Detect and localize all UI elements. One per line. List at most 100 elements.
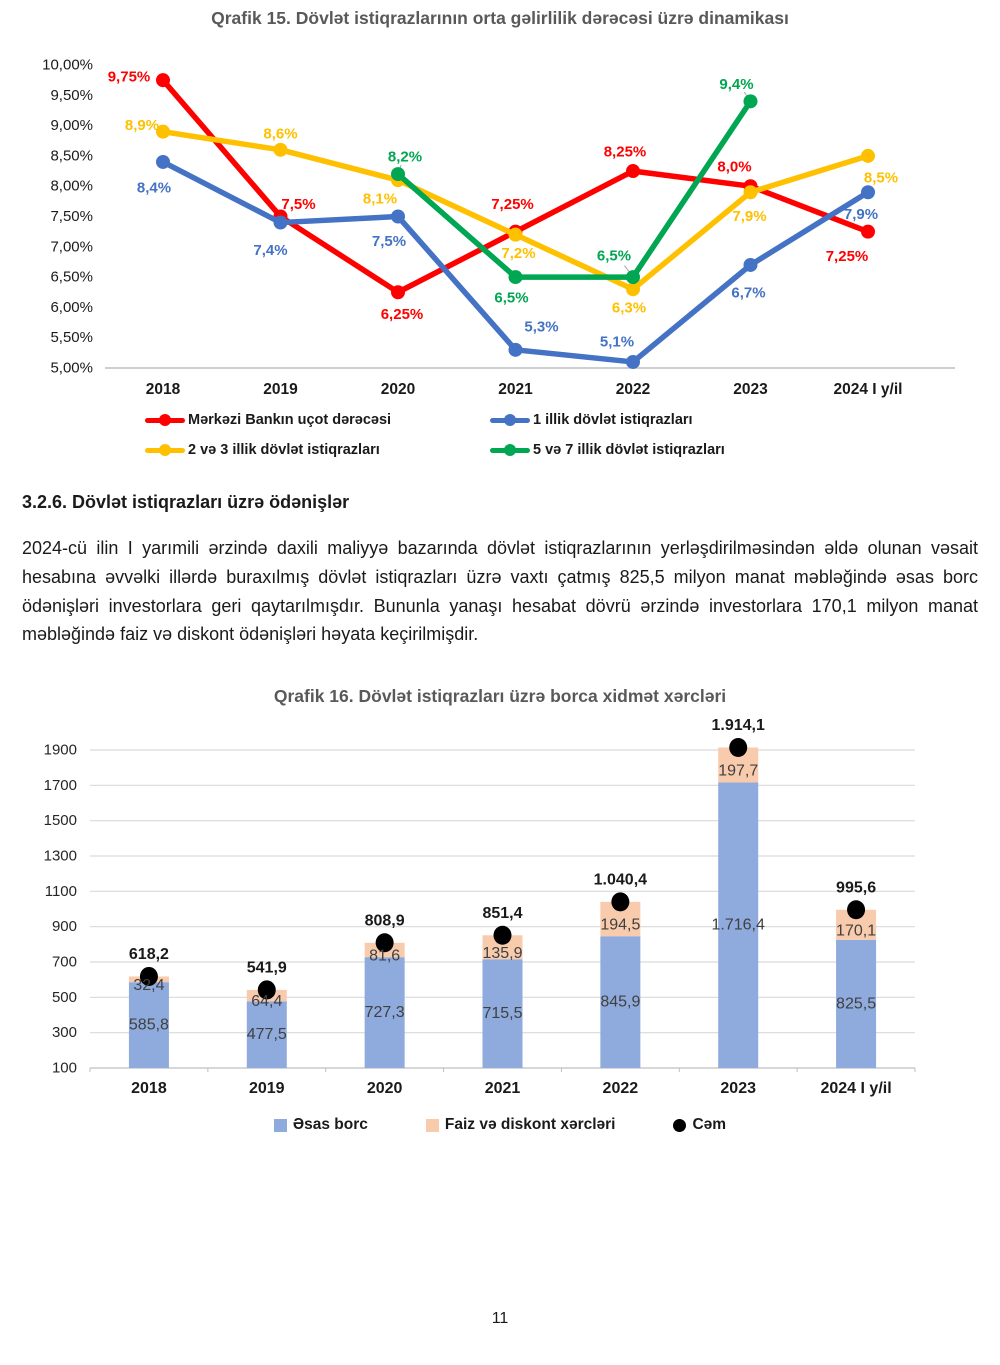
svg-text:2019: 2019	[249, 1080, 285, 1097]
legend-item-1-year-bonds: 1 illik dövlət istiqrazları	[490, 412, 693, 428]
svg-text:1500: 1500	[44, 812, 77, 829]
segment-principal	[836, 939, 877, 1068]
svg-text:8,00%: 8,00%	[50, 178, 93, 195]
line-chart-legend: Mərkəzi Bankın uçot dərəcəsi 1 illik döv…	[0, 412, 1000, 472]
svg-text:2022: 2022	[603, 1080, 639, 1097]
svg-text:7,00%: 7,00%	[50, 238, 93, 255]
chart15-title: Qrafik 15. Dövlət istiqrazlarının orta g…	[211, 8, 789, 28]
principal-label: 477,5	[247, 1026, 287, 1043]
y-axis-labels: 1900 1700 1500 1300 1100 900 700 500 300 100	[44, 742, 77, 1077]
svg-text:2023: 2023	[720, 1080, 756, 1097]
data-label: 8,5%	[864, 169, 898, 186]
svg-text:2021: 2021	[498, 381, 533, 398]
data-label: 5,1%	[600, 333, 634, 350]
segment-principal	[246, 1001, 287, 1068]
x-axis-labels: 2018 2019 2020 2021 2022 2023 2024 I y/il	[131, 1080, 892, 1097]
segment-principal	[718, 782, 759, 1068]
legend-square-marker	[273, 1118, 287, 1132]
data-label: 6,3%	[612, 300, 646, 317]
data-label: 7,4%	[253, 242, 287, 259]
svg-text:7,50%: 7,50%	[50, 208, 93, 225]
legend-item-2-3-year-bonds: 2 və 3 illik dövlət istiqrazları	[145, 442, 380, 458]
legend-line-dot-marker	[490, 414, 530, 426]
svg-text:5,00%: 5,00%	[50, 360, 93, 377]
segment-principal	[364, 957, 405, 1068]
svg-text:2023: 2023	[733, 381, 768, 398]
data-label: 7,25%	[826, 248, 869, 265]
svg-text:10,00%: 10,00%	[42, 57, 93, 74]
data-point	[391, 167, 405, 182]
data-label: 6,7%	[731, 284, 765, 301]
legend-label: Faiz və diskont xərcləri	[444, 1116, 616, 1133]
series-line	[395, 98, 754, 280]
svg-text:500: 500	[52, 989, 77, 1006]
total-dot	[847, 900, 866, 920]
section-heading: 3.2.6. Dövlət istiqrazları üzrə ödənişlə…	[22, 492, 350, 512]
data-point	[391, 209, 405, 224]
total-dot	[139, 966, 158, 986]
data-point	[626, 354, 640, 369]
interest-label: 170,1	[836, 922, 876, 939]
svg-text:1900: 1900	[44, 742, 77, 759]
data-label: 5,3%	[524, 318, 558, 335]
data-point	[508, 227, 523, 242]
principal-label: 1.716,4	[712, 917, 765, 934]
svg-text:6,50%: 6,50%	[50, 269, 93, 286]
legend-item-5-7-year-bonds: 5 və 7 illik dövlət istiqrazları	[490, 442, 725, 458]
chart16-title: Qrafik 16. Dövlət istiqrazları üzrə borc…	[273, 686, 727, 706]
svg-text:8,50%: 8,50%	[50, 147, 93, 164]
legend-line-dot-marker	[145, 414, 185, 426]
data-label: 8,4%	[137, 179, 171, 196]
svg-text:700: 700	[52, 954, 77, 971]
data-label: 8,25%	[604, 144, 647, 161]
svg-text:2024 I y/il: 2024 I y/il	[834, 381, 903, 398]
total-label: 1.040,4	[594, 871, 647, 888]
legend-line-dot-marker	[490, 444, 530, 456]
legend-label: Əsas borc	[292, 1116, 368, 1133]
interest-label: 81,6	[369, 947, 400, 964]
data-label: 7,9%	[844, 206, 878, 223]
data-label: 6,5%	[494, 290, 528, 307]
data-point	[508, 270, 523, 285]
segment-principal	[482, 959, 523, 1068]
svg-text:2021: 2021	[485, 1080, 521, 1097]
total-dot	[493, 925, 512, 945]
legend-label: Cəm	[692, 1116, 727, 1133]
svg-text:1100: 1100	[45, 883, 77, 900]
page-number: 11	[491, 1310, 509, 1327]
data-point	[743, 257, 758, 272]
data-point	[626, 282, 640, 297]
data-point	[273, 142, 288, 157]
segment-principal	[128, 982, 169, 1068]
bar-2020: 727,3 81,6 808,9	[365, 912, 405, 1068]
data-label: 6,5%	[597, 248, 631, 265]
line-series-1: 8,4% 7,4% 7,5% 5,3% 5,1% 6,7% 7,9%	[137, 154, 878, 369]
data-point	[156, 154, 170, 169]
bar-2018: 585,8 32,4 618,2	[129, 946, 169, 1068]
principal-label: 727,3	[365, 1004, 405, 1021]
svg-text:2022: 2022	[616, 381, 650, 398]
principal-label: 585,8	[129, 1017, 169, 1034]
svg-text:5,50%: 5,50%	[50, 329, 93, 346]
data-point	[861, 224, 875, 239]
data-label: 7,25%	[491, 196, 534, 213]
line-series-3: 8,2% 6,5% 6,5% 9,4%	[388, 76, 758, 307]
total-label: 618,2	[129, 946, 169, 963]
svg-text:9,00%: 9,00%	[50, 117, 93, 134]
interest-label: 194,5	[600, 917, 640, 934]
x-axis-labels: 2018 2019 2020 2021 2022 2023 2024 I y/il	[146, 381, 903, 398]
svg-text:100: 100	[52, 1060, 77, 1077]
total-label: 1.914,1	[712, 717, 765, 734]
legend-item-central-bank-rate: Mərkəzi Bankın uçot dərəcəsi	[145, 412, 391, 428]
data-point	[743, 94, 758, 109]
legend-square-marker	[425, 1118, 439, 1132]
segment-principal	[600, 936, 641, 1068]
data-label: 7,5%	[372, 233, 406, 250]
interest-label: 135,9	[482, 945, 522, 962]
data-label: 6,25%	[381, 306, 424, 323]
bar-2022: 845,9 194,5 1.040,4	[594, 871, 647, 1068]
bar-2024 I y/il: 825,5 170,1 995,6	[836, 879, 876, 1068]
total-dot	[729, 738, 748, 758]
svg-text:2018: 2018	[131, 1080, 167, 1097]
